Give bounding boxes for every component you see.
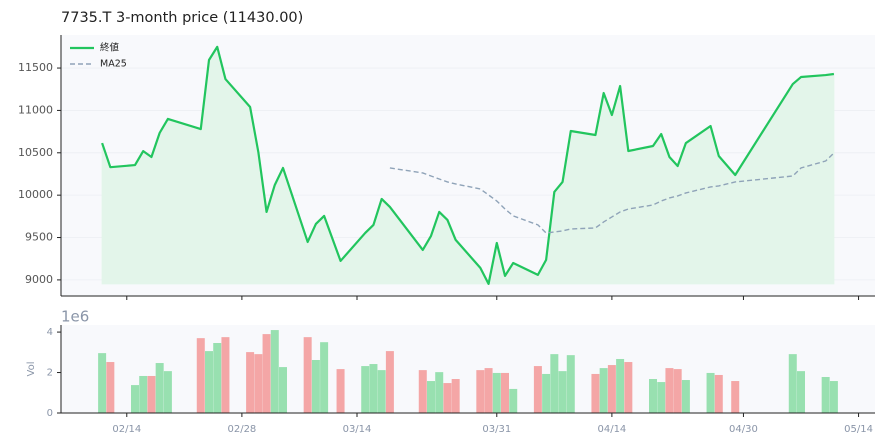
bar <box>262 334 271 413</box>
bar <box>821 376 830 413</box>
bar <box>566 355 575 413</box>
y-tick-label: 11000 <box>18 103 53 116</box>
y-tick-label: 10500 <box>18 146 53 159</box>
bar <box>714 374 723 413</box>
bar <box>624 362 633 413</box>
bar <box>607 365 616 413</box>
x-tick-label: 04/14 <box>597 424 626 435</box>
bar <box>829 381 838 413</box>
y-tick-label: 4 <box>47 327 53 338</box>
bar <box>163 371 172 413</box>
bar <box>106 362 115 413</box>
x-tick-label: 02/14 <box>112 424 141 435</box>
y-tick-label: 10000 <box>18 188 53 201</box>
bar <box>509 388 518 413</box>
bar <box>361 366 370 413</box>
bar <box>673 369 682 413</box>
x-tick-label: 05/14 <box>844 424 873 435</box>
bar <box>147 375 156 413</box>
bar <box>558 371 567 413</box>
bar <box>311 359 320 413</box>
bar <box>131 385 139 413</box>
bar <box>681 380 690 413</box>
bar <box>788 354 797 413</box>
bar <box>303 337 312 413</box>
bar <box>221 337 230 413</box>
chart-title: 7735.T 3-month price (11430.00) <box>61 10 303 26</box>
bar <box>542 373 551 413</box>
bar <box>385 351 394 413</box>
x-tick-label: 03/14 <box>343 424 372 435</box>
bar <box>427 381 435 413</box>
bar <box>369 364 378 413</box>
bar <box>476 370 485 413</box>
bar <box>270 330 279 413</box>
bar <box>205 351 213 413</box>
y-label: Vol <box>26 362 37 377</box>
bar <box>377 370 386 413</box>
legend-label: 終値 <box>100 42 120 54</box>
y-tick-label: 2 <box>47 368 53 379</box>
bar <box>435 372 444 413</box>
bar <box>196 338 205 413</box>
bar <box>492 372 501 413</box>
bar <box>706 372 715 413</box>
bar <box>418 370 427 413</box>
bar <box>246 352 255 413</box>
bar <box>657 382 666 413</box>
y-tick-label: 0 <box>47 408 53 419</box>
bar <box>797 371 805 413</box>
plot-bg <box>61 325 875 413</box>
bar <box>98 353 107 413</box>
bar <box>451 379 460 413</box>
bar <box>665 368 674 413</box>
x-tick-label: 04/30 <box>729 424 758 435</box>
bar <box>533 366 542 413</box>
bar <box>443 383 452 413</box>
bar <box>649 379 657 413</box>
bar <box>591 373 600 413</box>
y-tick-label: 9500 <box>25 231 53 244</box>
bar <box>279 367 287 413</box>
bar <box>254 354 263 413</box>
bar <box>731 381 740 413</box>
y-tick-label: 9000 <box>25 273 53 286</box>
bar <box>336 369 345 413</box>
x-tick-label: 03/31 <box>482 424 511 435</box>
bar <box>501 372 509 413</box>
bar <box>213 343 222 413</box>
bar <box>550 354 559 413</box>
x-tick-label: 02/28 <box>227 424 256 435</box>
bar <box>484 368 493 413</box>
bar <box>320 342 329 413</box>
offset-label: 1e6 <box>61 308 89 326</box>
bar <box>616 358 625 413</box>
legend-label: MA25 <box>100 59 127 70</box>
line <box>389 152 835 234</box>
bar <box>599 368 608 413</box>
y-tick-label: 11500 <box>18 61 53 74</box>
bar <box>139 375 148 413</box>
line <box>101 45 835 285</box>
bar <box>155 363 164 413</box>
